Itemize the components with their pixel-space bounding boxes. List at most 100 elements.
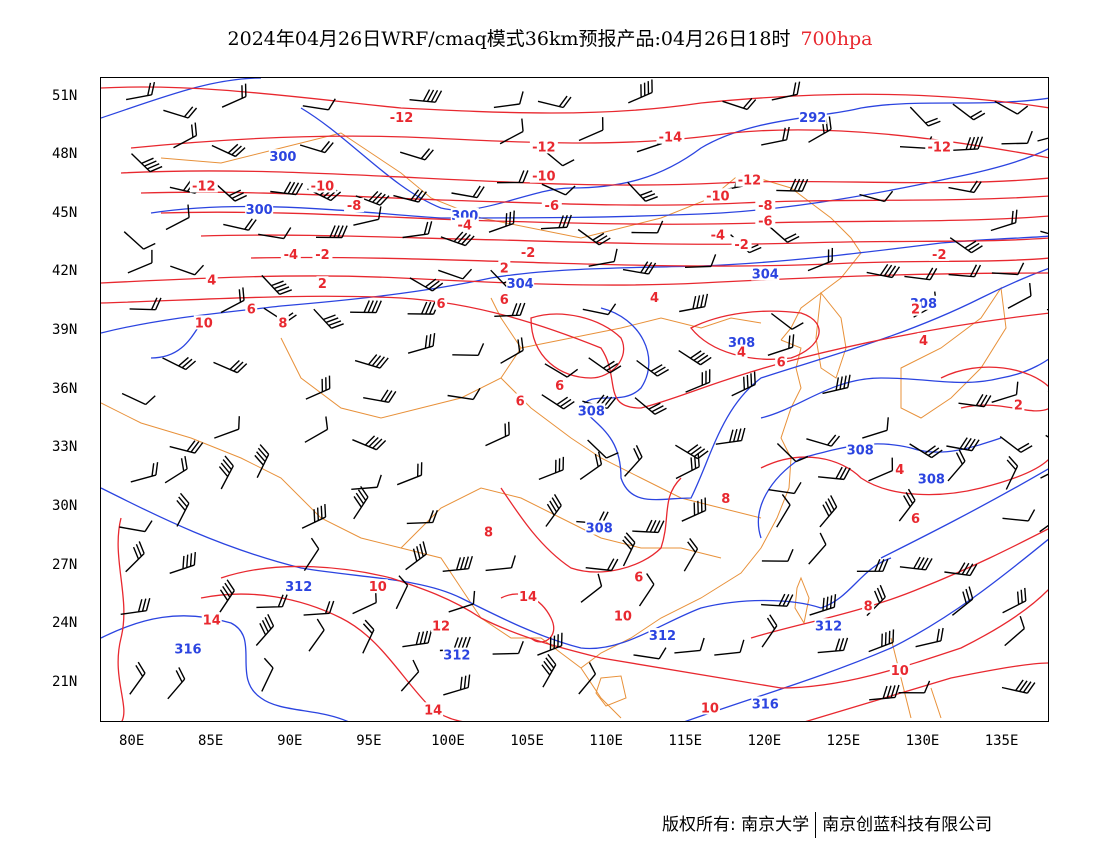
wind-barb: [313, 308, 344, 329]
wind-barb-shaft: [123, 231, 156, 250]
wind-barb-shaft: [578, 117, 604, 142]
wind-barb: [1049, 258, 1050, 283]
wind-barb: [258, 227, 292, 240]
wind-barb-shaft: [1045, 434, 1048, 450]
temperature-contour-label: 10: [701, 701, 719, 716]
wind-barb-shaft: [632, 519, 665, 534]
wind-barb-shaft: [400, 659, 420, 692]
wind-barb-shaft: [350, 300, 382, 314]
wind-barb-shaft: [770, 312, 804, 330]
wind-barb: [898, 680, 931, 694]
wind-barb-shaft: [213, 359, 248, 374]
temperature-contour-label: -2: [315, 248, 329, 263]
temperature-contour-label-bg: [755, 213, 776, 228]
wind-barb: [541, 653, 557, 688]
temperature-contour-label-bg: [917, 332, 930, 347]
temperature-contour-label-bg: [553, 377, 566, 392]
wind-barb-shaft: [636, 359, 669, 377]
wind-barb: [541, 183, 576, 196]
wind-barb-shaft: [952, 103, 986, 121]
height-contour-label: 316: [174, 643, 201, 658]
wind-barb: [622, 532, 636, 567]
wind-barb: [809, 594, 837, 616]
wind-barb: [674, 637, 705, 654]
temperature-contour-label-bg: [612, 608, 633, 623]
wind-barb-shaft: [499, 118, 524, 145]
wind-barb: [767, 224, 800, 243]
temperature-contour-label-bg: [735, 172, 764, 187]
temperature-contour-label: 6: [555, 379, 564, 394]
wind-barb-shaft: [685, 369, 711, 393]
wind-barb-shaft: [163, 106, 198, 119]
wind-barb: [125, 541, 145, 573]
wind-barb-shaft: [223, 218, 257, 231]
height-contour: [101, 487, 892, 650]
wind-barb-shaft: [167, 667, 186, 700]
wind-barb: [633, 647, 667, 660]
wind-barb: [1001, 130, 1033, 145]
wind-barb: [353, 206, 382, 226]
wind-barb-shaft: [211, 143, 246, 158]
wind-barb-shaft: [674, 637, 705, 654]
wind-barb: [999, 436, 1033, 453]
height-contour-label-bg: [648, 628, 677, 643]
height-contour-label: 304: [507, 277, 534, 292]
wind-barb-shaft: [121, 392, 156, 406]
wind-barb: [761, 548, 794, 562]
temperature-contour-label-bg: [775, 354, 788, 369]
wind-barb-shaft: [859, 190, 894, 203]
wind-barb: [952, 103, 986, 121]
wind-barb: [406, 510, 438, 525]
wind-barb: [221, 83, 247, 108]
wind-barb-shaft: [256, 594, 288, 609]
wind-barb-shaft: [303, 600, 335, 616]
wind-barb: [722, 97, 757, 111]
height-contour-label-bg: [585, 520, 614, 535]
wind-barb-shaft: [1002, 509, 1036, 522]
temperature-contour-label-bg: [889, 663, 910, 678]
footer-copyright: 版权所有: 南京大学 南京创蓝科技有限公司: [662, 810, 992, 838]
temperature-contour-label: -12: [192, 180, 216, 195]
wind-barb-shaft: [1037, 121, 1048, 142]
wind-barb: [545, 494, 562, 527]
x-tick-label: 90E: [277, 733, 303, 749]
wind-barb: [405, 541, 428, 571]
wind-barb-shaft: [1040, 227, 1048, 239]
wind-barb: [494, 302, 526, 317]
y-tick-label: 45N: [52, 204, 78, 221]
temperature-contour-label-bg: [925, 139, 954, 154]
height-contour: [684, 538, 1048, 721]
x-tick-label: 115E: [668, 733, 703, 749]
wind-barb: [678, 350, 712, 366]
wind-barb: [402, 221, 433, 239]
temperature-contour-label: -6: [545, 199, 559, 214]
temperature-contour-label: 4: [895, 463, 904, 478]
wind-barb-shaft: [353, 206, 382, 226]
wind-barb-shaft: [580, 573, 603, 603]
wind-barb-shaft: [261, 657, 274, 692]
wind-barb-shaft: [862, 417, 889, 439]
wind-barb-shaft: [1049, 258, 1050, 283]
height-contour: [101, 78, 262, 119]
wind-barb-shaft: [544, 363, 579, 378]
wind-barb-shaft: [308, 618, 325, 652]
temperature-contour-label: -2: [932, 248, 946, 263]
wind-barb-shaft: [767, 334, 795, 356]
temperature-contour-label: 8: [864, 600, 873, 615]
wind-barb: [715, 427, 746, 445]
wind-barb-shaft: [169, 552, 196, 574]
wind-barb-shaft: [761, 593, 794, 607]
temperature-contour: [220, 565, 1048, 689]
wind-barb: [990, 209, 1018, 232]
inner-province-1: [280, 297, 522, 419]
wind-barb: [866, 263, 901, 279]
temperature-contour-label: 4: [207, 273, 216, 288]
temperature-contour-label-bg: [498, 260, 511, 275]
height-contour: [760, 358, 1048, 419]
wind-barb-shaft: [731, 371, 756, 397]
wind-barb: [685, 369, 711, 393]
temperature-contour-label-bg: [929, 246, 950, 261]
temperature-contour-label: -8: [347, 199, 361, 214]
wind-barb: [578, 117, 604, 142]
wind-barb: [1001, 679, 1036, 694]
